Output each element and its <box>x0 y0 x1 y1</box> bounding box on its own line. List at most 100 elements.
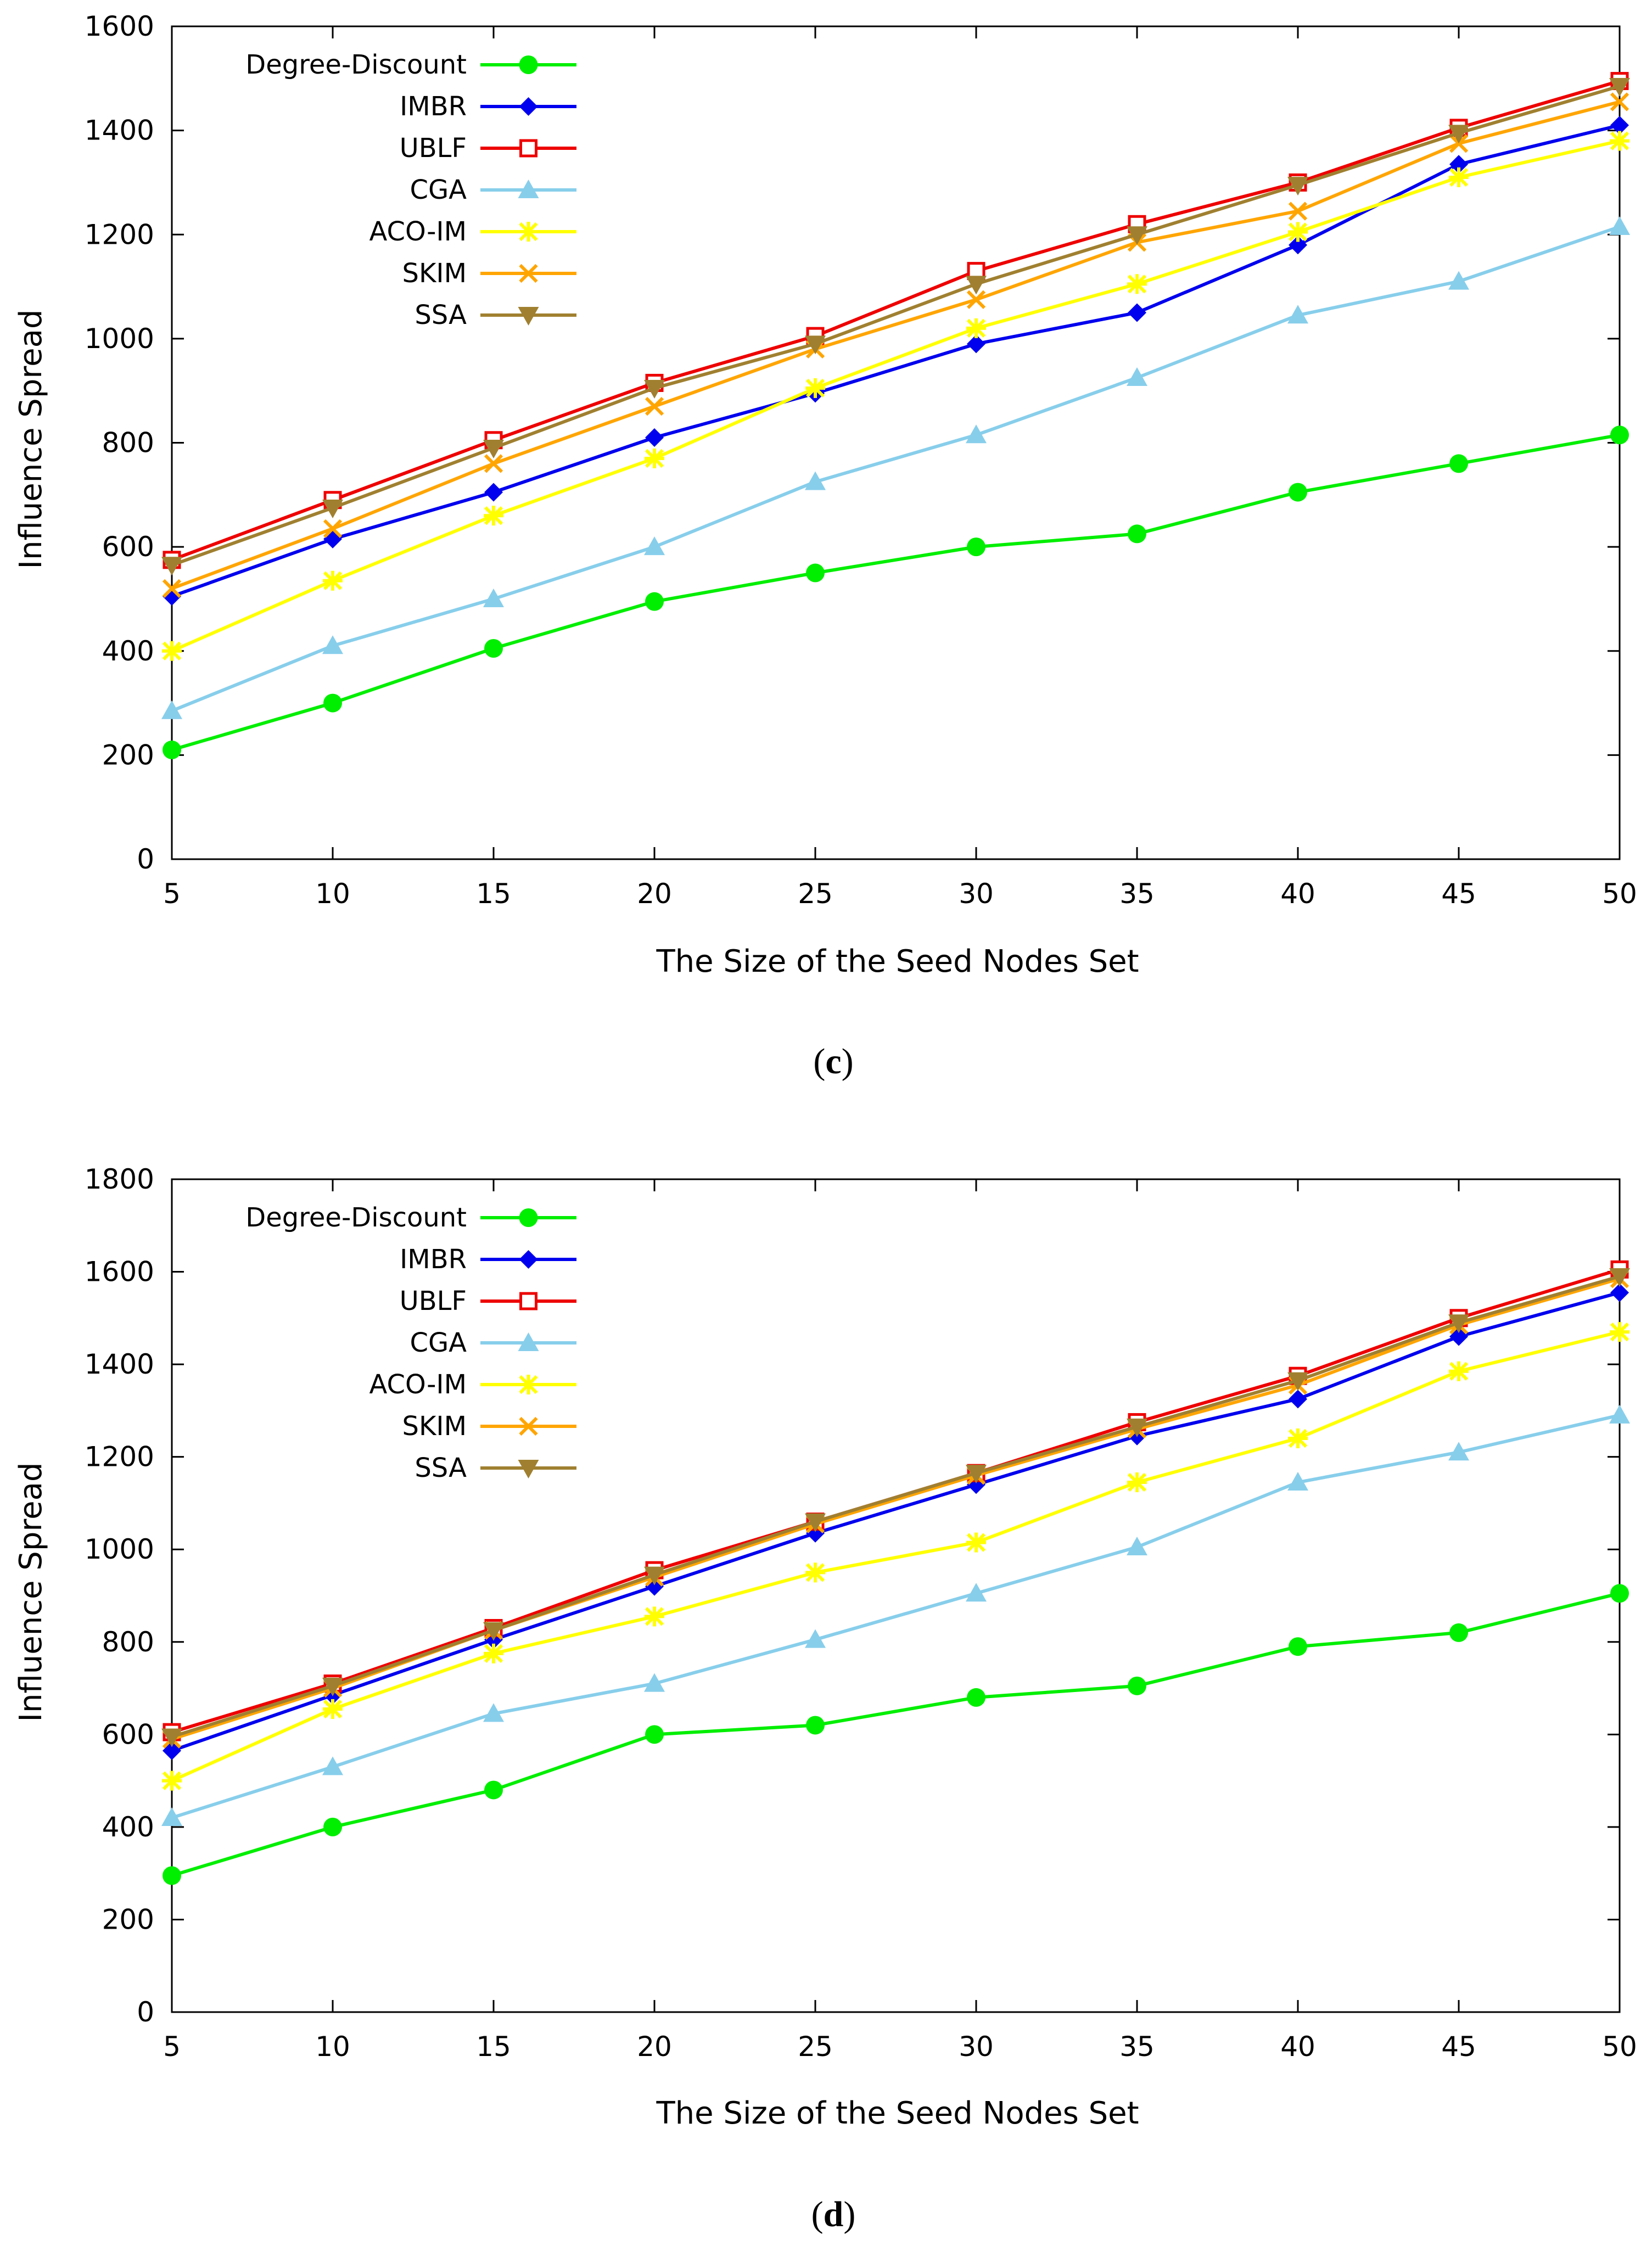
data-point-aco-im <box>162 641 182 661</box>
data-point-imbr <box>1449 155 1468 174</box>
data-point-degree-discount <box>484 639 503 658</box>
data-point-cga <box>322 1756 343 1775</box>
series-line-cga <box>171 225 1620 713</box>
data-point-ssa <box>966 276 987 295</box>
legend-marker <box>518 180 539 198</box>
legend-marker <box>519 1250 538 1269</box>
data-point-cga <box>1287 1472 1308 1491</box>
x-tick-label: 25 <box>798 878 833 910</box>
y-tick-label: 1600 <box>85 10 154 42</box>
data-point-aco-im <box>645 448 664 468</box>
legend-item-cga: CGA <box>410 1327 576 1358</box>
data-point-degree-discount <box>806 563 825 582</box>
legend-item-cga: CGA <box>410 175 576 205</box>
data-point-skim <box>484 454 503 473</box>
legend-label: IMBR <box>400 91 467 122</box>
data-point-degree-discount <box>163 1866 181 1885</box>
legend-label: SSA <box>415 1453 467 1483</box>
data-point-aco-im <box>323 570 343 591</box>
series-cga <box>161 1404 1630 1827</box>
y-tick-label: 200 <box>102 1903 154 1935</box>
panel-caption-c: (c) <box>813 1041 853 1082</box>
series-ssa <box>161 78 1630 576</box>
data-point-ssa <box>1287 1372 1308 1391</box>
data-point-ssa <box>161 1728 182 1747</box>
data-point-ssa <box>322 500 343 519</box>
series-line-ssa <box>171 85 1620 567</box>
x-tick-label: 30 <box>959 878 994 910</box>
data-point-degree-discount <box>1610 1584 1629 1603</box>
marker-stroke <box>645 397 664 416</box>
y-tick-label: 1400 <box>85 115 154 147</box>
legend-label: UBLF <box>400 133 467 164</box>
legend-item-imbr: IMBR <box>400 91 576 122</box>
plot-area-c: 5 10 15 20 25 30 35 40 45 50 0 200 400 600 800 1000 1200… <box>85 10 1637 910</box>
data-point-skim <box>162 579 182 598</box>
data-point-aco-im <box>1610 1322 1629 1342</box>
data-point-degree-discount <box>163 740 181 759</box>
y-tick-label: 200 <box>102 739 154 771</box>
panel-caption-d: (d) <box>811 2194 856 2234</box>
x-tick-label: 15 <box>476 2031 511 2063</box>
marker-stroke <box>519 1416 538 1436</box>
legend-item-aco-im: ACO-IM <box>369 216 576 247</box>
legend-label: IMBR <box>400 1244 467 1275</box>
x-tick-label: 20 <box>637 878 672 910</box>
series-line-aco-im <box>171 139 1620 653</box>
legend: Degree-Discount IMBR UBLF CGA ACO-IM SKIM SSA <box>245 1202 576 1483</box>
marker-stroke <box>1610 92 1629 111</box>
x-axis-title-d: The Size of the Seed Nodes Set <box>656 2096 1139 2131</box>
y-axis-title-d: Influence Spread <box>13 1463 49 1722</box>
data-point-imbr <box>967 334 985 354</box>
series-ssa <box>161 1268 1630 1747</box>
data-point-cga <box>1609 1404 1630 1424</box>
legend-item-skim: SKIM <box>402 258 576 289</box>
y-tick-label: 0 <box>137 1996 154 2028</box>
data-point-degree-discount <box>1128 1676 1146 1695</box>
data-point-aco-im <box>1127 1472 1147 1493</box>
data-point-degree-discount <box>484 1780 503 1800</box>
y-tick-label: 1600 <box>85 1256 154 1288</box>
series-line-aco-im <box>171 1330 1620 1783</box>
legend-label: ACO-IM <box>369 1369 467 1400</box>
data-point-aco-im <box>1449 1361 1469 1381</box>
series-line-ssa <box>171 1275 1620 1739</box>
x-tick-label: 35 <box>1119 2031 1155 2063</box>
data-point-ssa <box>1448 1314 1469 1334</box>
series-degree-discount <box>163 425 1629 759</box>
series-line-imbr <box>171 1291 1620 1752</box>
data-point-degree-discount <box>1128 524 1146 544</box>
data-point-skim <box>1288 201 1308 221</box>
legend-marker <box>519 97 538 116</box>
data-point-degree-discount <box>1289 1637 1307 1656</box>
data-point-aco-im <box>966 1532 986 1553</box>
data-point-cga <box>1609 216 1630 236</box>
legend-label: SKIM <box>402 258 467 289</box>
legend-marker <box>518 307 539 326</box>
data-point-imbr <box>645 428 664 447</box>
y-tick-label: 1400 <box>85 1348 154 1380</box>
series-line-degree-discount <box>171 1592 1620 1878</box>
data-point-skim <box>645 397 664 416</box>
legend: Degree-Discount IMBR UBLF CGA ACO-IM SKIM SSA <box>245 49 576 330</box>
legend-label: ACO-IM <box>369 216 467 247</box>
data-point-ssa <box>483 1622 504 1641</box>
x-tick-label: 40 <box>1280 2031 1315 2063</box>
legend-marker <box>518 1375 539 1394</box>
series-line-degree-discount <box>171 433 1620 752</box>
data-point-cga <box>966 424 987 444</box>
data-point-cga <box>483 588 504 607</box>
marker-stroke <box>323 519 343 539</box>
data-point-ssa <box>1127 226 1147 245</box>
marker-stroke <box>519 264 538 283</box>
chart-panel-c: 5 10 15 20 25 30 35 40 45 50 0 200 400 600 800 1000 1200… <box>13 10 1637 1082</box>
data-point-aco-im <box>1127 274 1147 294</box>
legend-marker <box>519 1416 538 1436</box>
marker-stroke <box>484 454 503 473</box>
y-tick-label: 0 <box>137 843 154 875</box>
data-point-degree-discount <box>1289 483 1307 502</box>
caption-open-c: ( <box>813 1041 825 1082</box>
data-point-cga <box>805 471 826 490</box>
